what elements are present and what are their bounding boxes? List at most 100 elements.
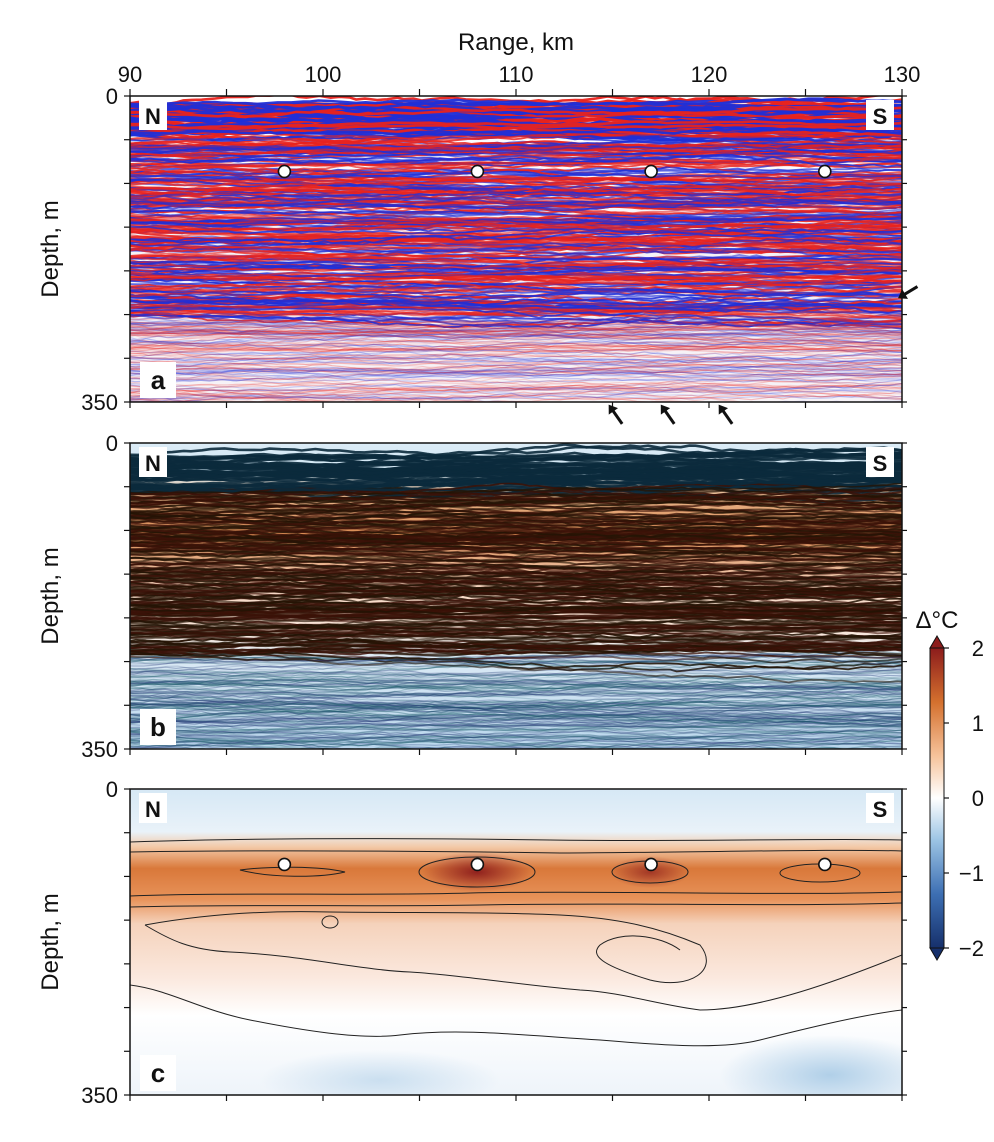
seismic-trace: [130, 326, 902, 338]
x-axis-title: Range, km: [458, 29, 574, 56]
seismic-trace: [130, 689, 902, 715]
seismic-trace: [130, 277, 902, 288]
seismic-trace: [130, 180, 902, 189]
seismic-trace: [130, 721, 902, 729]
seismic-trace: [130, 190, 902, 205]
seismic-trace: [130, 326, 902, 346]
seismic-trace: [130, 697, 902, 710]
seismic-trace: [130, 677, 902, 691]
seismic-trace: [130, 342, 902, 353]
seismic-trace: [130, 171, 902, 180]
seismic-trace: [130, 349, 902, 366]
seismic-trace: [130, 339, 902, 352]
seismic-trace: [130, 668, 902, 687]
seismic-trace: [130, 343, 902, 358]
seismic-trace: [130, 363, 902, 376]
seismic-trace: [130, 209, 902, 224]
seismic-trace: [130, 367, 902, 385]
seismic-trace: [130, 342, 902, 352]
seismic-trace: [130, 712, 902, 725]
seismic-trace: [130, 458, 902, 468]
seismic-trace: [130, 698, 902, 719]
seismic-trace: [130, 735, 902, 749]
panel-c: [130, 789, 902, 1095]
panel-c-cool-blob-right: [720, 1035, 902, 1095]
seismic-trace: [130, 325, 902, 340]
seismic-trace: [130, 585, 902, 598]
seismic-trace: [130, 704, 902, 736]
south-label-b: S: [873, 451, 888, 476]
seismic-trace: [130, 574, 902, 585]
seismic-trace: [130, 296, 902, 310]
seismic-trace: [130, 328, 902, 347]
y-tick-label-b-350: 350: [81, 737, 118, 762]
seismic-trace: [130, 330, 902, 347]
seismic-trace: [130, 490, 902, 504]
seismic-trace: [130, 363, 902, 376]
seismic-trace: [130, 367, 902, 381]
seismic-trace: [130, 368, 902, 377]
seismic-trace: [130, 699, 902, 711]
seismic-trace: [130, 732, 891, 749]
seismic-trace: [130, 321, 902, 335]
seismic-trace: [130, 725, 902, 739]
seismic-trace: [130, 278, 902, 297]
seismic-trace: [130, 674, 902, 690]
seismic-trace: [130, 337, 902, 361]
station-marker-c-108: [470, 857, 485, 872]
seismic-trace: [130, 707, 902, 725]
station-marker-a-108: [470, 164, 485, 179]
seismic-trace: [130, 738, 902, 749]
seismic-trace: [130, 375, 902, 383]
panel-c-hot-core-117: [610, 856, 690, 888]
colorbar-label: Δ°C: [916, 607, 959, 634]
seismic-trace: [130, 731, 902, 748]
seismic-trace: [130, 356, 902, 369]
seismic-trace: [130, 383, 902, 402]
seismic-trace: [130, 703, 902, 711]
seismic-trace: [130, 375, 902, 385]
seismic-trace: [130, 374, 902, 384]
seismic-trace: [130, 685, 902, 704]
seismic-trace: [130, 668, 902, 678]
seismic-trace: [130, 353, 902, 368]
seismic-trace: [130, 567, 902, 585]
seismic-trace: [130, 390, 787, 402]
seismic-trace: [130, 640, 902, 654]
seismic-trace: [130, 552, 902, 573]
seismic-trace: [130, 353, 902, 367]
seismic-trace: [130, 519, 902, 527]
seismic-trace: [130, 338, 902, 349]
seismic-trace: [130, 106, 902, 118]
seismic-trace: [130, 709, 902, 723]
seismic-trace: [130, 732, 902, 748]
seismic-trace: [130, 375, 902, 400]
panel-frames: [124, 89, 907, 1101]
north-label-c: N: [145, 797, 161, 822]
seismic-trace: [130, 321, 902, 335]
seismic-trace: [130, 712, 902, 724]
seismic-trace: [130, 139, 902, 151]
seismic-trace: [130, 326, 902, 346]
seismic-trace: [130, 359, 902, 379]
seismic-trace: [130, 383, 902, 392]
panel-b-seismic: [130, 443, 902, 749]
seismic-trace: [130, 367, 902, 381]
seismic-trace: [130, 608, 902, 618]
seismic-trace: [130, 698, 902, 709]
x-tick-label-90: 90: [118, 62, 142, 87]
seismic-trace: [130, 681, 902, 702]
y-axis-title-b: Depth, m: [37, 547, 64, 644]
seismic-trace: [130, 530, 902, 541]
seismic-trace: [130, 718, 902, 728]
seismic-trace: [130, 391, 902, 400]
seismic-trace: [130, 698, 902, 711]
seismic-trace: [130, 326, 902, 335]
seismic-trace: [130, 360, 902, 382]
seismic-trace: [130, 356, 902, 367]
seismic-trace: [130, 699, 902, 710]
seismic-trace: [130, 738, 902, 749]
seismic-trace: [130, 713, 902, 722]
seismic-trace: [130, 200, 902, 212]
